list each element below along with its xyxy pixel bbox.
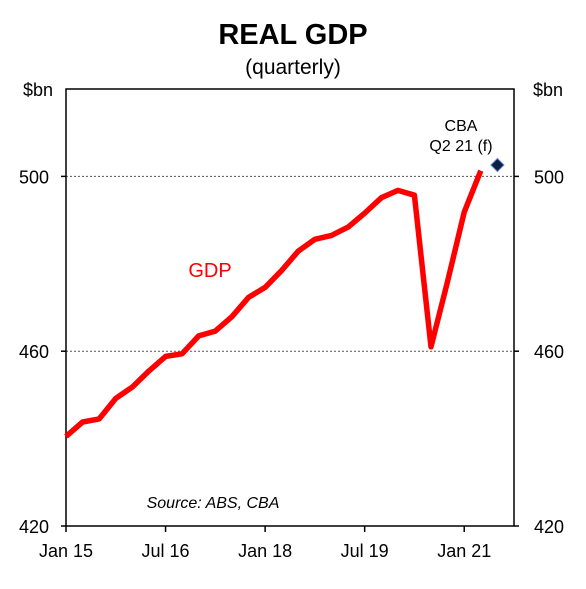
x-tick-label: Jul 16	[142, 541, 190, 561]
forecast-marker	[490, 157, 505, 173]
y-unit-right: $bn	[533, 80, 563, 100]
forecast-label-line2: Q2 21 (f)	[429, 138, 492, 155]
chart-subtitle: (quarterly)	[245, 56, 341, 79]
x-axis: Jan 15 Jul 16 Jan 18 Jul 19 Jan 21	[39, 526, 491, 561]
source-note: Source: ABS, CBA	[147, 495, 280, 512]
gridlines	[66, 175, 514, 352]
series-label-gdp: GDP	[188, 260, 231, 282]
y-unit-left: $bn	[23, 80, 53, 100]
forecast-label-line1: CBA	[445, 118, 478, 135]
x-tick-label: Jan 18	[238, 541, 292, 561]
y-tick-label-right: 460	[534, 342, 564, 362]
plot-frame	[65, 88, 515, 527]
gdp-line	[64, 169, 484, 439]
y-tick-label-right: 500	[534, 167, 564, 187]
x-tick-label: Jan 21	[437, 541, 491, 561]
x-tick-label: Jul 19	[341, 541, 389, 561]
series	[64, 157, 505, 439]
y-tick-label-left: 460	[19, 342, 49, 362]
chart-title: REAL GDP	[218, 19, 367, 51]
y-axis: 420 420 460 460 500 500	[19, 167, 564, 537]
y-tick-label-left: 420	[19, 517, 49, 537]
y-tick-label-left: 500	[19, 167, 49, 187]
x-tick-label: Jan 15	[39, 541, 93, 561]
y-tick-label-right: 420	[534, 517, 564, 537]
